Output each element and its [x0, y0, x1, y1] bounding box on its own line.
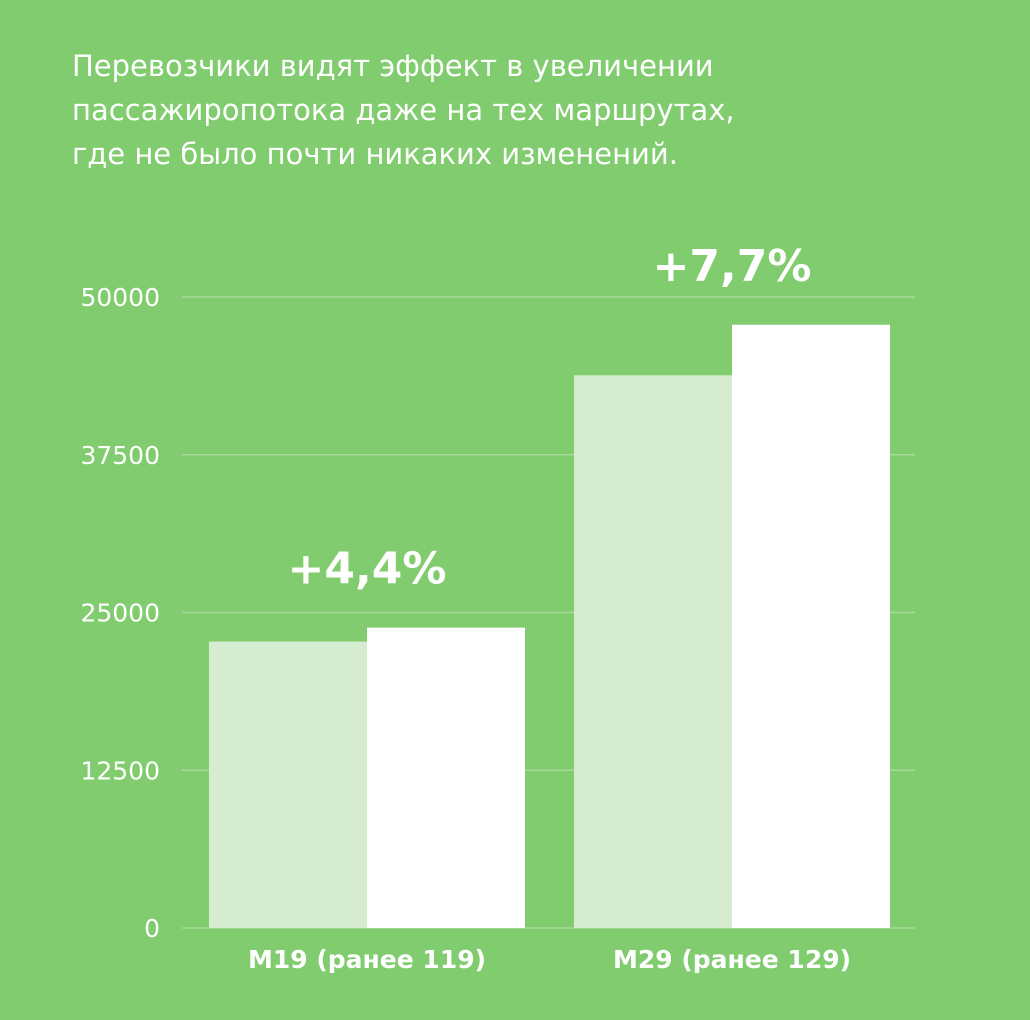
bar-before [209, 641, 367, 928]
x-category-label: М19 (ранее 119) [248, 945, 486, 974]
y-tick-label: 37500 [80, 441, 160, 470]
chart-subtitle: Перевозчики видят эффект в увеличении па… [72, 44, 972, 176]
bar-before [574, 375, 732, 928]
y-tick-label: 50000 [80, 283, 160, 312]
y-tick-label: 12500 [80, 756, 160, 785]
y-tick-label: 25000 [80, 599, 160, 628]
x-category-label: М29 (ранее 129) [613, 945, 851, 974]
growth-annotation: +4,4% [288, 544, 447, 595]
subtitle-line-1: Перевозчики видят эффект в увеличении [72, 49, 714, 83]
y-tick-label: 0 [144, 914, 160, 943]
subtitle-line-2: пассажиропотока даже на тех маршрутах, [72, 93, 735, 127]
subtitle-line-3: где не было почти никаких изменений. [72, 137, 678, 171]
bar-after [732, 324, 890, 928]
bar-after [367, 627, 525, 928]
growth-annotation: +7,7% [653, 241, 812, 292]
